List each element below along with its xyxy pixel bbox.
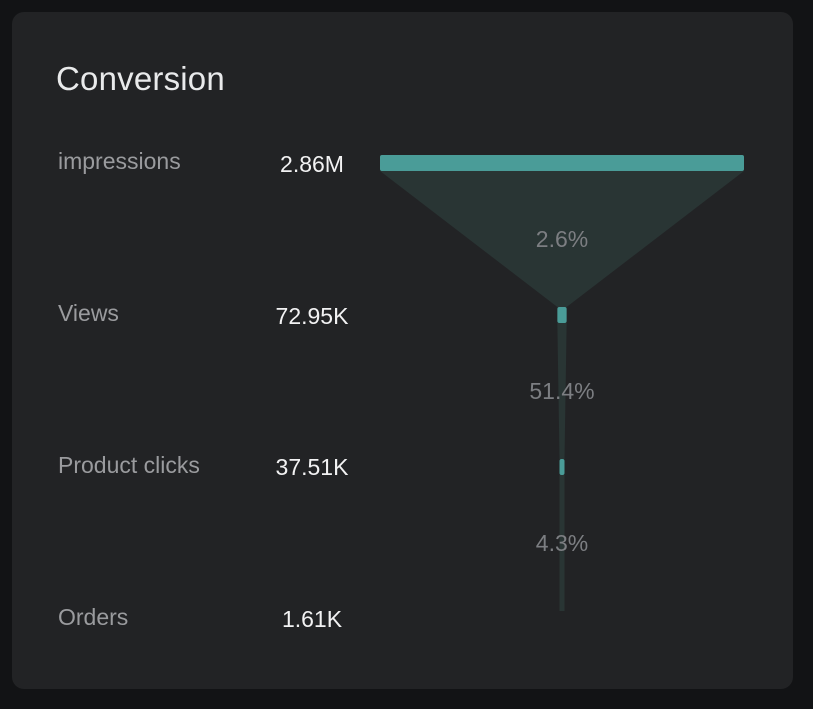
funnel-bar-product-clicks xyxy=(559,459,565,475)
funnel-bar-impressions xyxy=(380,155,744,171)
stage-value-impressions: 2.86M xyxy=(280,151,344,177)
stage-label-impressions: impressions xyxy=(58,148,181,174)
stage-value-views: 72.95K xyxy=(275,303,349,329)
funnel-chart: 2.6% 51.4% 4.3% xyxy=(380,155,744,611)
card-title: Conversion xyxy=(56,60,225,97)
conversion-rate-label: 51.4% xyxy=(529,378,594,404)
funnel-bar-views xyxy=(557,307,567,323)
stage-value-orders: 1.61K xyxy=(281,606,343,632)
stage-label-orders: Orders xyxy=(58,604,129,630)
funnel-tail xyxy=(560,475,564,611)
funnel-connector-0 xyxy=(380,171,744,307)
conversion-rate-label: 2.6% xyxy=(536,226,588,252)
conversion-card: Conversion impressions 2.86M Views 72.95… xyxy=(12,12,793,689)
stage-value-product-clicks: 37.51K xyxy=(275,454,349,480)
conversion-rate-label: 4.3% xyxy=(536,530,588,556)
stage-label-product-clicks: Product clicks xyxy=(58,452,200,478)
funnel-connector-1 xyxy=(557,323,567,459)
stage-label-views: Views xyxy=(58,300,119,326)
